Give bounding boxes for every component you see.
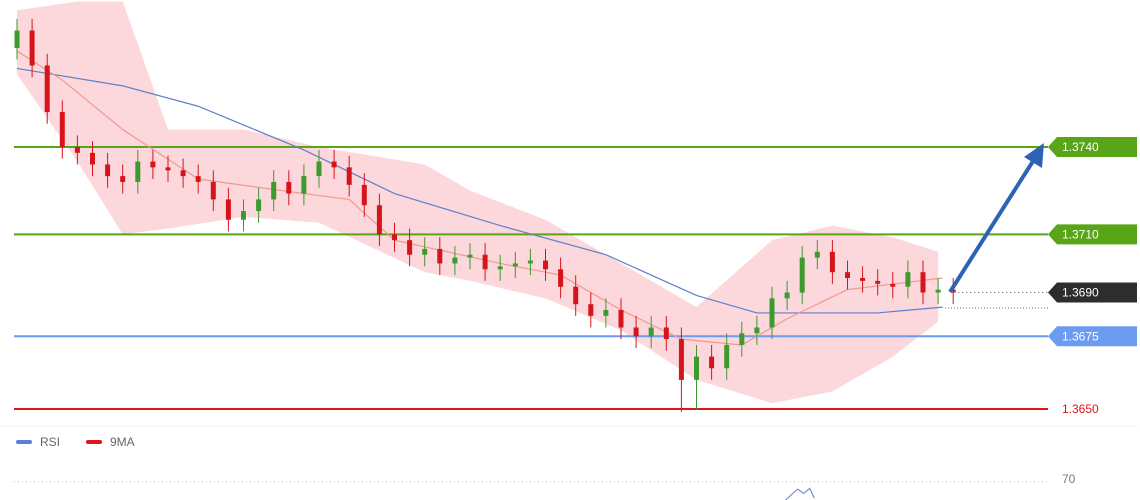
level-label-box [1048,326,1137,347]
level-label: 1.3740 [1062,140,1099,154]
candle-body [467,254,473,258]
candle-body [799,257,805,293]
labels-layer: 1.3740 1.3710 1.3690 1.3675 1.3650 [1048,137,1137,416]
candle-body [663,327,669,340]
legend-swatch [16,440,32,444]
candle-body [784,292,790,299]
candle-body [694,356,699,380]
candle-body [165,167,171,171]
candle-body [709,356,715,369]
candle-body [286,181,292,194]
candle-body [422,248,428,255]
candle-body [905,272,911,287]
candle-body [346,167,352,185]
candle-body [210,181,216,200]
candle-body [950,289,956,293]
candle-body [497,266,503,270]
candle-body [648,327,654,337]
candle-body [845,272,850,278]
candles-layer [14,18,956,412]
candle-body [90,152,95,165]
candle-body [256,199,262,212]
candle-body [105,164,111,177]
rsi-layer: RSI 9MA 70 [14,435,1076,500]
rsi-tick-label: 70 [1062,472,1076,486]
candle-body [633,327,639,337]
candle-body [59,112,65,148]
candle-body [44,65,50,113]
candle-body [135,161,141,182]
candle-body [558,269,564,287]
bollinger-band [17,1,939,404]
candle-body [301,176,307,194]
candle-body [603,310,609,316]
candle-body [543,260,548,270]
candle-body [860,277,866,281]
candle-body [150,161,156,168]
candle-body [678,339,684,380]
candle-body [195,176,201,182]
candle-body [814,251,820,258]
candle-body [14,30,20,49]
candle-body [407,240,413,255]
candle-body [512,263,518,267]
candle-body [527,260,533,264]
candle-body [739,333,745,345]
candle-body [452,257,458,264]
candle-body [120,176,126,182]
level-label: 1.3710 [1062,228,1099,242]
candle-body [392,234,397,241]
candle-body [376,205,382,235]
candle-body [920,272,926,293]
candle-body [29,30,35,66]
level-label-box [1048,137,1137,158]
candle-body [573,286,579,305]
level-label: 1.3690 [1062,286,1099,300]
level-label: 1.3675 [1062,329,1099,343]
candle-body [754,327,760,334]
candle-body [74,147,80,153]
candle-body [724,344,730,369]
candle-body [829,251,835,273]
level-label-box [1048,282,1137,303]
candle-body [361,184,367,206]
moving-average [16,67,943,314]
candle-body [890,283,896,287]
candle-body [482,254,488,270]
level-label: 1.3650 [1062,402,1099,416]
candle-body [769,298,775,328]
candle-body [225,199,231,220]
target-arrow [948,143,1044,294]
candle-body [588,304,594,316]
candle-body [271,181,277,200]
band-layer [17,1,939,404]
legend-swatch [86,440,102,444]
candle-body [316,161,322,177]
candle-body [331,161,337,168]
candle-body [180,170,186,177]
arrow-head [1024,143,1044,168]
candle-body [875,280,881,284]
legend-label: RSI [40,435,60,449]
legend-label: 9MA [110,435,135,449]
candle-body [618,310,624,328]
rsi-line [785,487,815,500]
level-label-box [1048,224,1137,245]
candle-body [437,248,443,264]
arrow-shaft [948,156,1037,294]
candle-body [935,289,941,293]
candle-body [241,211,246,220]
